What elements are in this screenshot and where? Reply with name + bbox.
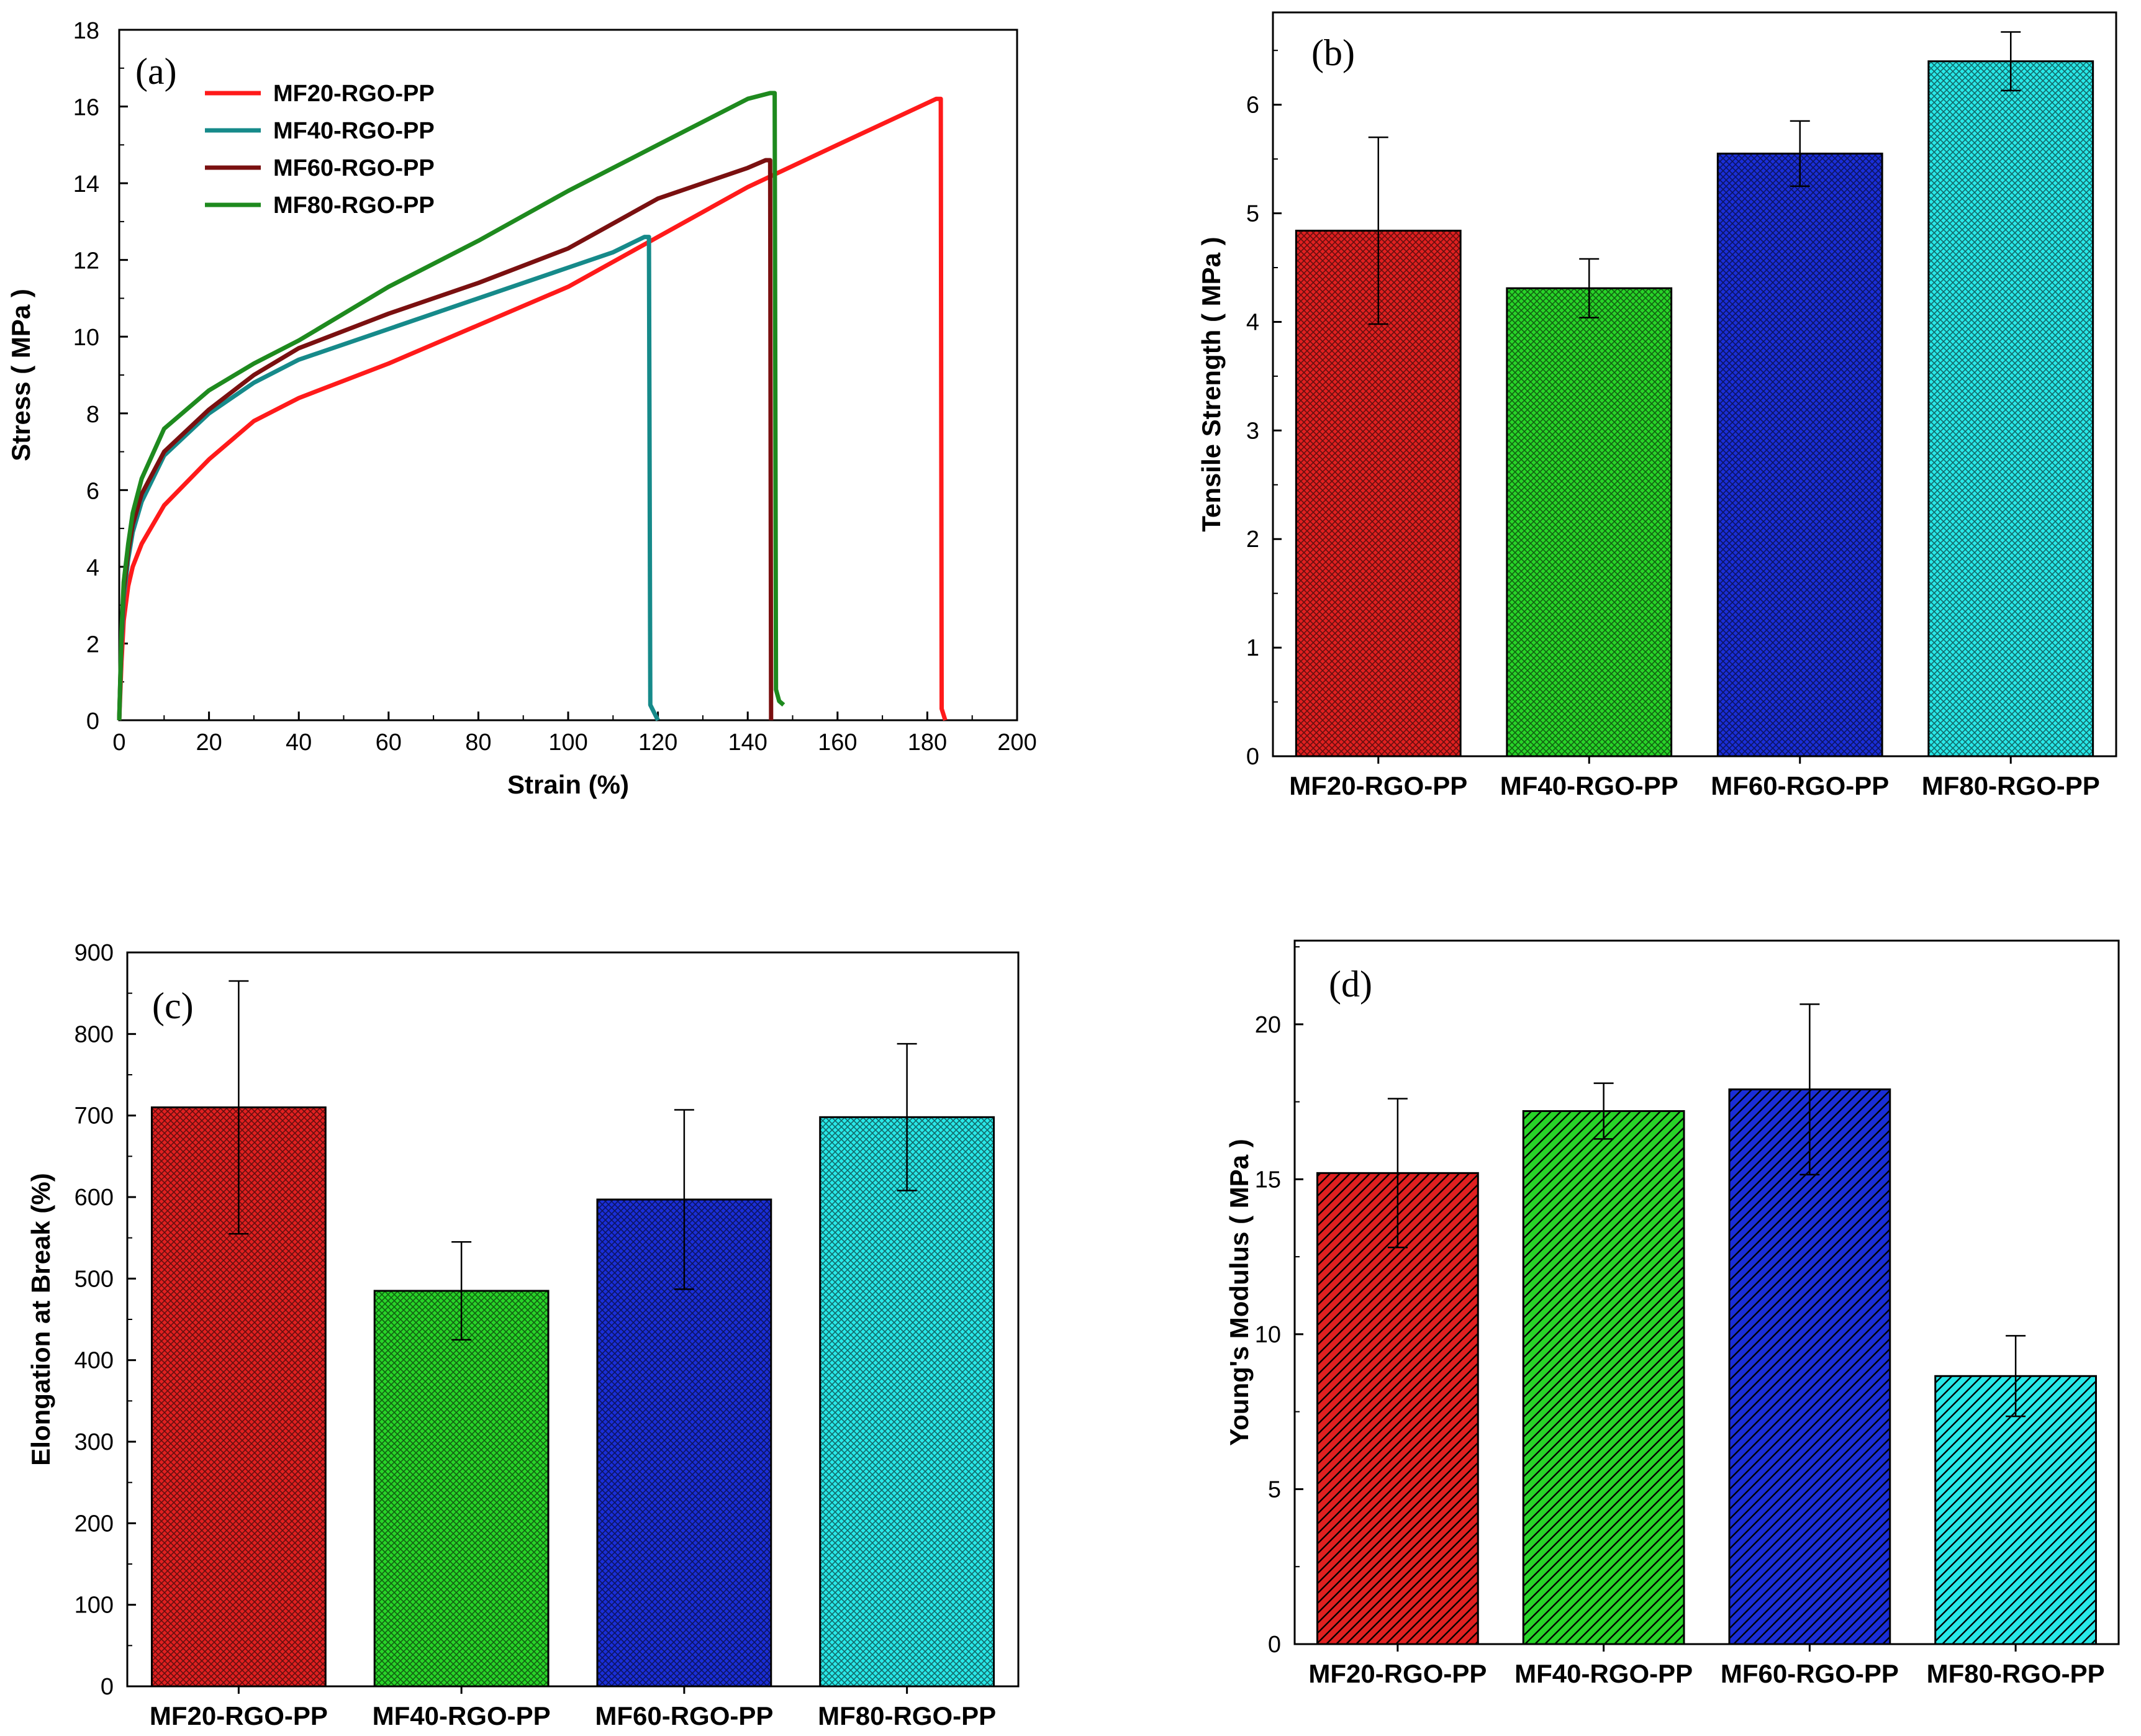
y-tick-label: 3 (1246, 418, 1259, 444)
y-tick-label: 500 (75, 1266, 114, 1292)
panel-label: (c) (152, 985, 194, 1026)
plot-frame (1293, 939, 2120, 1645)
y-tick-label: 15 (1255, 1167, 1281, 1193)
panel-a-stress-strain: 0 20 40 60 80 100 120 140 160 180 200 0 2 4 6 8 10 12 14 16… (6, 18, 1037, 799)
panel-label: (a) (135, 51, 177, 92)
legend-label: MF60-RGO-PP (273, 155, 435, 181)
bar-mf40-rgo-pp (1522, 1110, 1685, 1645)
bar-mf60-rgo-pp (1716, 152, 1883, 757)
x-axis-label: Strain (%) (507, 770, 629, 799)
y-tick-label: 1 (1246, 635, 1259, 661)
x-tick-label: MF80-RGO-PP (1927, 1659, 2105, 1688)
panel-b-tensile-strength: 0 1 2 3 4 5 6 Tensile Strength ( MPa ) (b) MF20-R… (1197, 11, 2117, 800)
y-tick-label: 4 (86, 555, 99, 581)
y-tick-label: 600 (75, 1185, 114, 1211)
series-line-mf20-rgo-pp (117, 96, 948, 721)
legend-label: MF40-RGO-PP (273, 118, 435, 144)
y-tick-label: 0 (1246, 744, 1259, 770)
y-tick-label: 300 (75, 1429, 114, 1455)
y-tick-label: 8 (86, 402, 99, 428)
y-axis-label: Elongation at Break (%) (26, 1173, 55, 1465)
x-tick-label: MF40-RGO-PP (1500, 771, 1678, 800)
plot-frame (1272, 11, 2117, 757)
x-tick-label: 20 (196, 730, 222, 756)
x-tick-label: 60 (376, 730, 402, 756)
series-line-mf40-rgo-pp (117, 235, 660, 721)
y-tick-label: 0 (101, 1674, 114, 1700)
bar-mf40-rgo-pp (1506, 287, 1673, 757)
panel-c-elongation-at-break: 0 100 200 300 400 500 600 700 800 900 Elongation a… (26, 940, 1020, 1730)
bar-mf40-rgo-pp (373, 1290, 550, 1688)
y-tick-label: 20 (1255, 1012, 1281, 1038)
x-tick-label: 0 (112, 730, 125, 756)
x-tick-label: 200 (997, 730, 1036, 756)
x-tick-label: MF60-RGO-PP (1721, 1659, 1899, 1688)
x-tick-label: MF60-RGO-PP (595, 1701, 773, 1730)
y-tick-label: 10 (1255, 1322, 1281, 1348)
y-tick-label: 6 (1246, 93, 1259, 119)
y-tick-label: 10 (73, 325, 99, 351)
x-tick-label: MF60-RGO-PP (1711, 771, 1889, 800)
x-tick-label: 160 (818, 730, 857, 756)
x-tick-label: 140 (728, 730, 767, 756)
panel-label: (d) (1329, 964, 1372, 1005)
y-tick-label: 2 (86, 631, 99, 658)
y-tick-label: 400 (75, 1348, 114, 1374)
panel-label: (b) (1311, 32, 1355, 73)
y-axis-label: Tensile Strength ( MPa ) (1197, 237, 1226, 531)
x-tick-label: 40 (286, 730, 312, 756)
y-tick-label: 14 (73, 171, 99, 197)
y-tick-label: 200 (75, 1511, 114, 1537)
x-tick-label: MF80-RGO-PP (818, 1701, 996, 1730)
x-tick-label: 180 (908, 730, 947, 756)
y-tick-label: 18 (73, 18, 99, 44)
bar-mf80-rgo-pp (1934, 1375, 2098, 1645)
y-tick-label: 5 (1268, 1476, 1281, 1503)
series-line-mf80-rgo-pp (117, 91, 785, 721)
y-axis-label: Stress ( MPa ) (6, 289, 35, 461)
bar-mf80-rgo-pp (819, 1116, 995, 1688)
x-tick-label: 100 (548, 730, 587, 756)
x-tick-label: MF20-RGO-PP (1308, 1659, 1487, 1688)
y-tick-label: 100 (75, 1593, 114, 1619)
x-tick-label: 80 (465, 730, 491, 756)
legend-label: MF80-RGO-PP (273, 192, 435, 219)
y-tick-label: 16 (73, 95, 99, 121)
y-tick-label: 700 (75, 1103, 114, 1129)
y-tick-label: 5 (1246, 201, 1259, 227)
x-tick-label: MF40-RGO-PP (1514, 1659, 1693, 1688)
x-tick-label: 120 (638, 730, 677, 756)
legend-label: MF20-RGO-PP (273, 81, 435, 107)
y-tick-label: 800 (75, 1021, 114, 1047)
x-tick-label: MF20-RGO-PP (150, 1701, 328, 1730)
y-tick-label: 6 (86, 478, 99, 504)
y-tick-label: 0 (1268, 1632, 1281, 1658)
x-tick-label: MF20-RGO-PP (1289, 771, 1467, 800)
y-tick-label: 12 (73, 248, 99, 274)
y-axis-label: Young's Modulus ( MPa ) (1224, 1139, 1254, 1446)
panel-d-youngs-modulus: 0 5 10 15 20 Young's Modulus ( MPa ) (d) MF20-R… (1224, 939, 2120, 1688)
bar-mf80-rgo-pp (1927, 60, 2094, 757)
y-tick-label: 0 (86, 708, 99, 735)
series-line-mf60-rgo-pp (117, 158, 774, 721)
x-tick-label: MF80-RGO-PP (1922, 771, 2100, 800)
y-tick-label: 900 (75, 940, 114, 966)
x-tick-label: MF40-RGO-PP (373, 1701, 551, 1730)
y-tick-label: 4 (1246, 309, 1259, 335)
y-tick-label: 2 (1246, 527, 1259, 553)
